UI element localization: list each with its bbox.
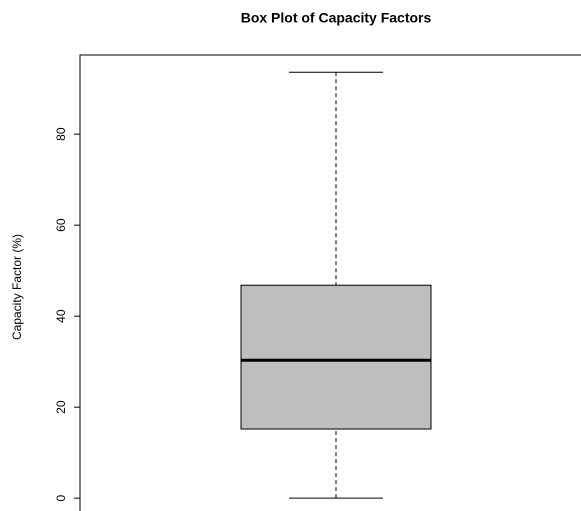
y-tick-label: 60 bbox=[54, 218, 68, 232]
y-tick-label: 0 bbox=[54, 495, 68, 502]
y-tick-label: 40 bbox=[54, 309, 68, 323]
y-tick-label: 80 bbox=[54, 127, 68, 141]
box bbox=[240, 284, 432, 430]
y-tick-label: 20 bbox=[54, 400, 68, 414]
plot-frame bbox=[79, 54, 581, 511]
y-axis-label: Capacity Factor (%) bbox=[10, 234, 24, 340]
chart-title: Box Plot of Capacity Factors bbox=[241, 10, 432, 26]
